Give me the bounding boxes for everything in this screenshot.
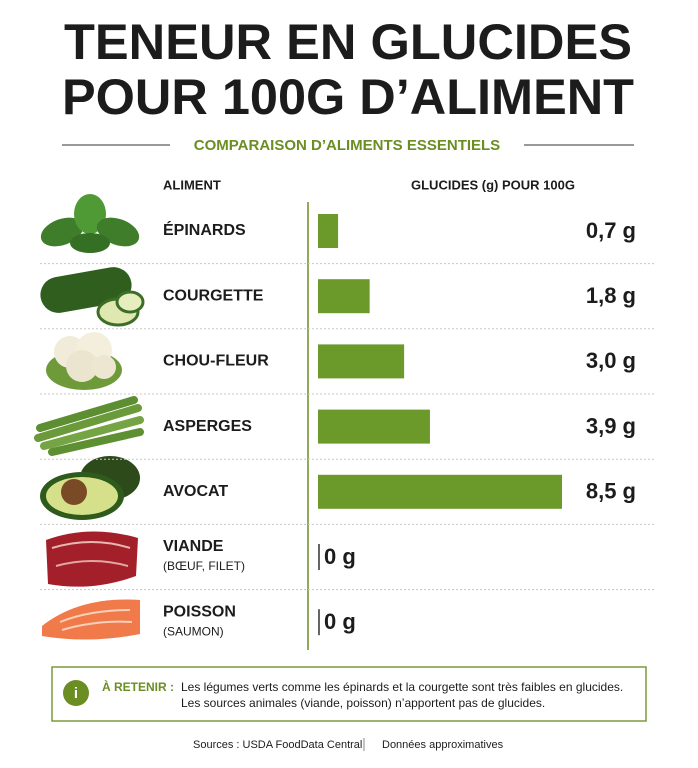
category-sublabel: (BŒUF, FILET) (163, 559, 245, 573)
bar (318, 409, 430, 444)
asparagus-icon (34, 396, 144, 456)
meat-icon (46, 531, 138, 587)
cauliflower-icon (46, 332, 122, 390)
category-label: CHOU-FLEUR (163, 353, 269, 370)
bar (318, 214, 339, 248)
category-label: AVOCAT (163, 483, 228, 500)
title-line: POUR 100G D’ALIMENT (62, 69, 634, 125)
category-label: COURGETTE (163, 287, 264, 304)
value-label: 3,9 g (586, 413, 636, 438)
value-label: 1,8 g (586, 283, 636, 308)
category-label: VIANDE (163, 538, 224, 555)
salmon-icon (42, 599, 140, 640)
value-label: 8,5 g (586, 479, 636, 504)
sources: Sources : USDA FoodData Central (193, 739, 362, 751)
category-label: ÉPINARDS (163, 220, 246, 239)
value-label: 0 g (324, 609, 356, 634)
category-sublabel: (SAUMON) (163, 624, 224, 638)
note-box (51, 666, 647, 722)
avocado-icon (40, 456, 140, 520)
info-icon (63, 680, 89, 706)
bar (318, 474, 562, 509)
value-label: 3,0 g (586, 348, 636, 373)
value-label: 0 g (324, 544, 356, 569)
value-label: 0,7 g (586, 218, 636, 243)
column-header: ALIMENT (163, 177, 221, 192)
info-icon-glyph: i (74, 685, 78, 702)
zucchini-icon (40, 267, 145, 327)
category-label: ASPERGES (163, 418, 252, 435)
footer-remark: Données approximatives (382, 739, 504, 751)
bar (318, 344, 405, 379)
spinach-icon (40, 194, 140, 253)
column-header: GLUCIDES (g) POUR 100G (411, 177, 575, 192)
bar (318, 279, 370, 314)
note-line: Les légumes verts comme les épinards et … (181, 680, 623, 694)
category-label: POISSON (163, 603, 236, 620)
subtitle: COMPARAISON D’ALIMENTS ESSENTIELS (194, 137, 500, 154)
note-line: Les sources animales (viande, poisson) n… (181, 696, 545, 710)
title-line: TENEUR EN GLUCIDES (64, 14, 632, 70)
note-label: À RETENIR : (102, 679, 174, 694)
